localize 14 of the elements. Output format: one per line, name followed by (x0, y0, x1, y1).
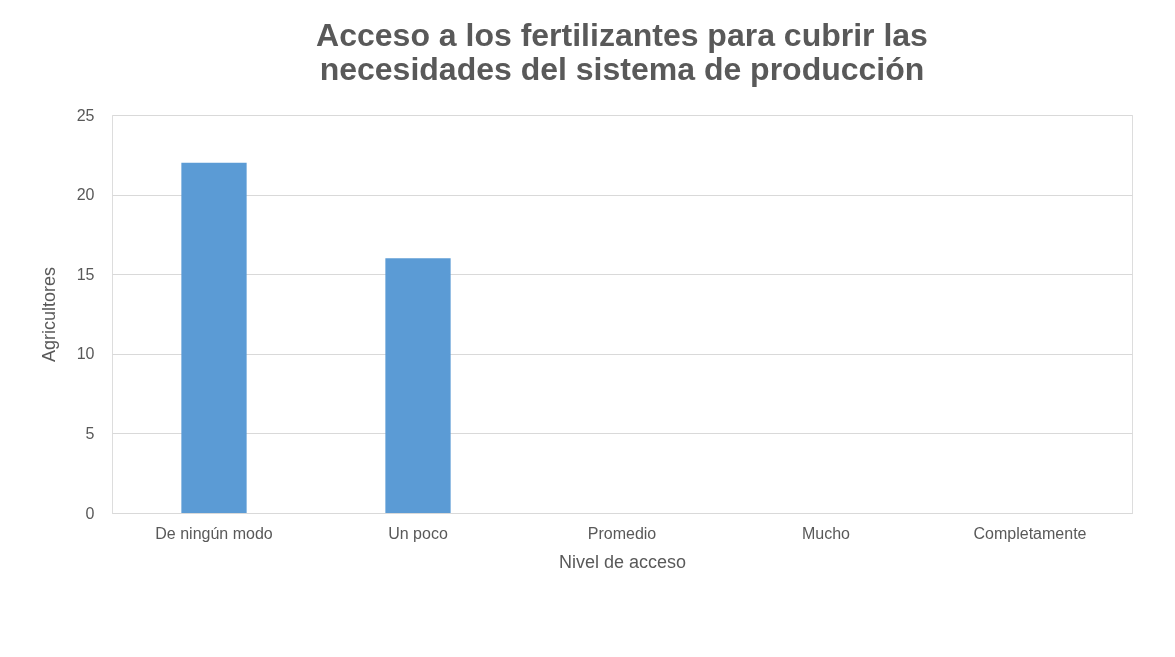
y-tick-label: 0 (85, 504, 95, 522)
x-axis-title: Nivel de acceso (558, 551, 687, 572)
y-tick-label: 5 (85, 424, 95, 442)
y-tick-label: 15 (76, 265, 95, 283)
y-tick-label: 10 (76, 345, 95, 363)
x-tick-label: Mucho (801, 524, 851, 542)
chart-title: Acceso a los fertilizantes para cubrir las necesidades del sistema de producción (316, 17, 928, 87)
y-tick-label: 25 (76, 106, 95, 124)
x-tick-label: Completamente (973, 524, 1087, 542)
x-tick-label: De ningún modo (155, 524, 273, 542)
x-tick-label: Promedio (587, 524, 657, 542)
y-axis-title: Agricultores (38, 266, 59, 363)
x-tick-label: Un poco (388, 524, 448, 542)
y-tick-label: 20 (76, 186, 95, 204)
